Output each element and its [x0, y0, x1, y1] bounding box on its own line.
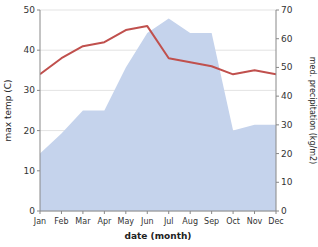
x-tick-label: Dec: [268, 217, 283, 226]
x-tick: [40, 211, 41, 214]
y-tick: [37, 90, 40, 91]
y-tick-label: 0: [29, 206, 35, 216]
y2-axis-label: med. precipitation (kg/m2): [308, 57, 317, 164]
y2-tick: [276, 124, 279, 125]
y2-tick-label: 30: [281, 120, 293, 130]
x-tick: [147, 211, 148, 214]
x-tick-label: Aug: [182, 217, 198, 226]
precipitation-area: [40, 19, 276, 211]
x-tick-label: Jan: [33, 217, 46, 226]
y2-tick: [276, 67, 279, 68]
x-tick-label: Jul: [163, 217, 174, 226]
y-tick-label: 40: [24, 45, 36, 55]
y2-tick-label: 0: [281, 206, 287, 216]
y-axis-line: [40, 10, 41, 211]
x-tick-label: Sep: [204, 217, 219, 226]
y-tick: [37, 130, 40, 131]
plot-area: [40, 19, 276, 211]
y2-tick-label: 70: [281, 5, 293, 15]
y-tick: [37, 170, 40, 171]
y-tick-label: 50: [24, 5, 36, 15]
y2-tick-label: 10: [281, 177, 293, 187]
chart: 0 10 20 30 40 50 0 10 20 30 40 50 60 70 Jan Feb Mar Apr Ma…: [0, 0, 318, 247]
x-axis-line: [40, 211, 276, 212]
y2-tick: [276, 96, 279, 97]
y2-tick-label: 60: [281, 34, 293, 44]
x-tick: [168, 211, 169, 214]
y2-tick: [276, 182, 279, 183]
x-tick-label: May: [118, 217, 135, 226]
x-tick: [190, 211, 191, 214]
x-tick: [125, 211, 126, 214]
y-tick: [37, 10, 40, 11]
y-axis-label: max temp (C): [3, 79, 13, 141]
y2-tick: [276, 153, 279, 154]
x-tick: [61, 211, 62, 214]
x-tick-label: Mar: [75, 217, 91, 226]
x-tick: [104, 211, 105, 214]
grid-line: [40, 10, 276, 11]
grid-line: [40, 211, 276, 212]
y2-tick-label: 50: [281, 62, 293, 72]
y2-tick: [276, 38, 279, 39]
y2-axis-line: [276, 10, 277, 211]
y2-tick: [276, 10, 279, 11]
x-tick: [254, 211, 255, 214]
y-tick: [37, 50, 40, 51]
y-tick-label: 30: [24, 85, 36, 95]
y2-tick-label: 20: [281, 149, 293, 159]
y-tick-label: 10: [24, 166, 36, 176]
x-tick: [82, 211, 83, 214]
y2-tick-label: 40: [281, 91, 293, 101]
grid: [40, 10, 276, 211]
x-tick: [211, 211, 212, 214]
temperature-line: [40, 26, 276, 74]
x-tick: [276, 211, 277, 214]
x-tick-label: Jun: [140, 217, 154, 226]
y-tick-label: 20: [24, 126, 36, 136]
x-axis-label: date (month): [125, 231, 192, 241]
axes: 0 10 20 30 40 50 0 10 20 30 40 50 60 70 Jan Feb Mar Apr Ma…: [24, 5, 293, 226]
x-tick-label: Apr: [97, 217, 112, 226]
x-tick-label: Oct: [226, 217, 240, 226]
x-tick-label: Feb: [54, 217, 68, 226]
x-tick-label: Nov: [247, 217, 263, 226]
x-tick: [233, 211, 234, 214]
